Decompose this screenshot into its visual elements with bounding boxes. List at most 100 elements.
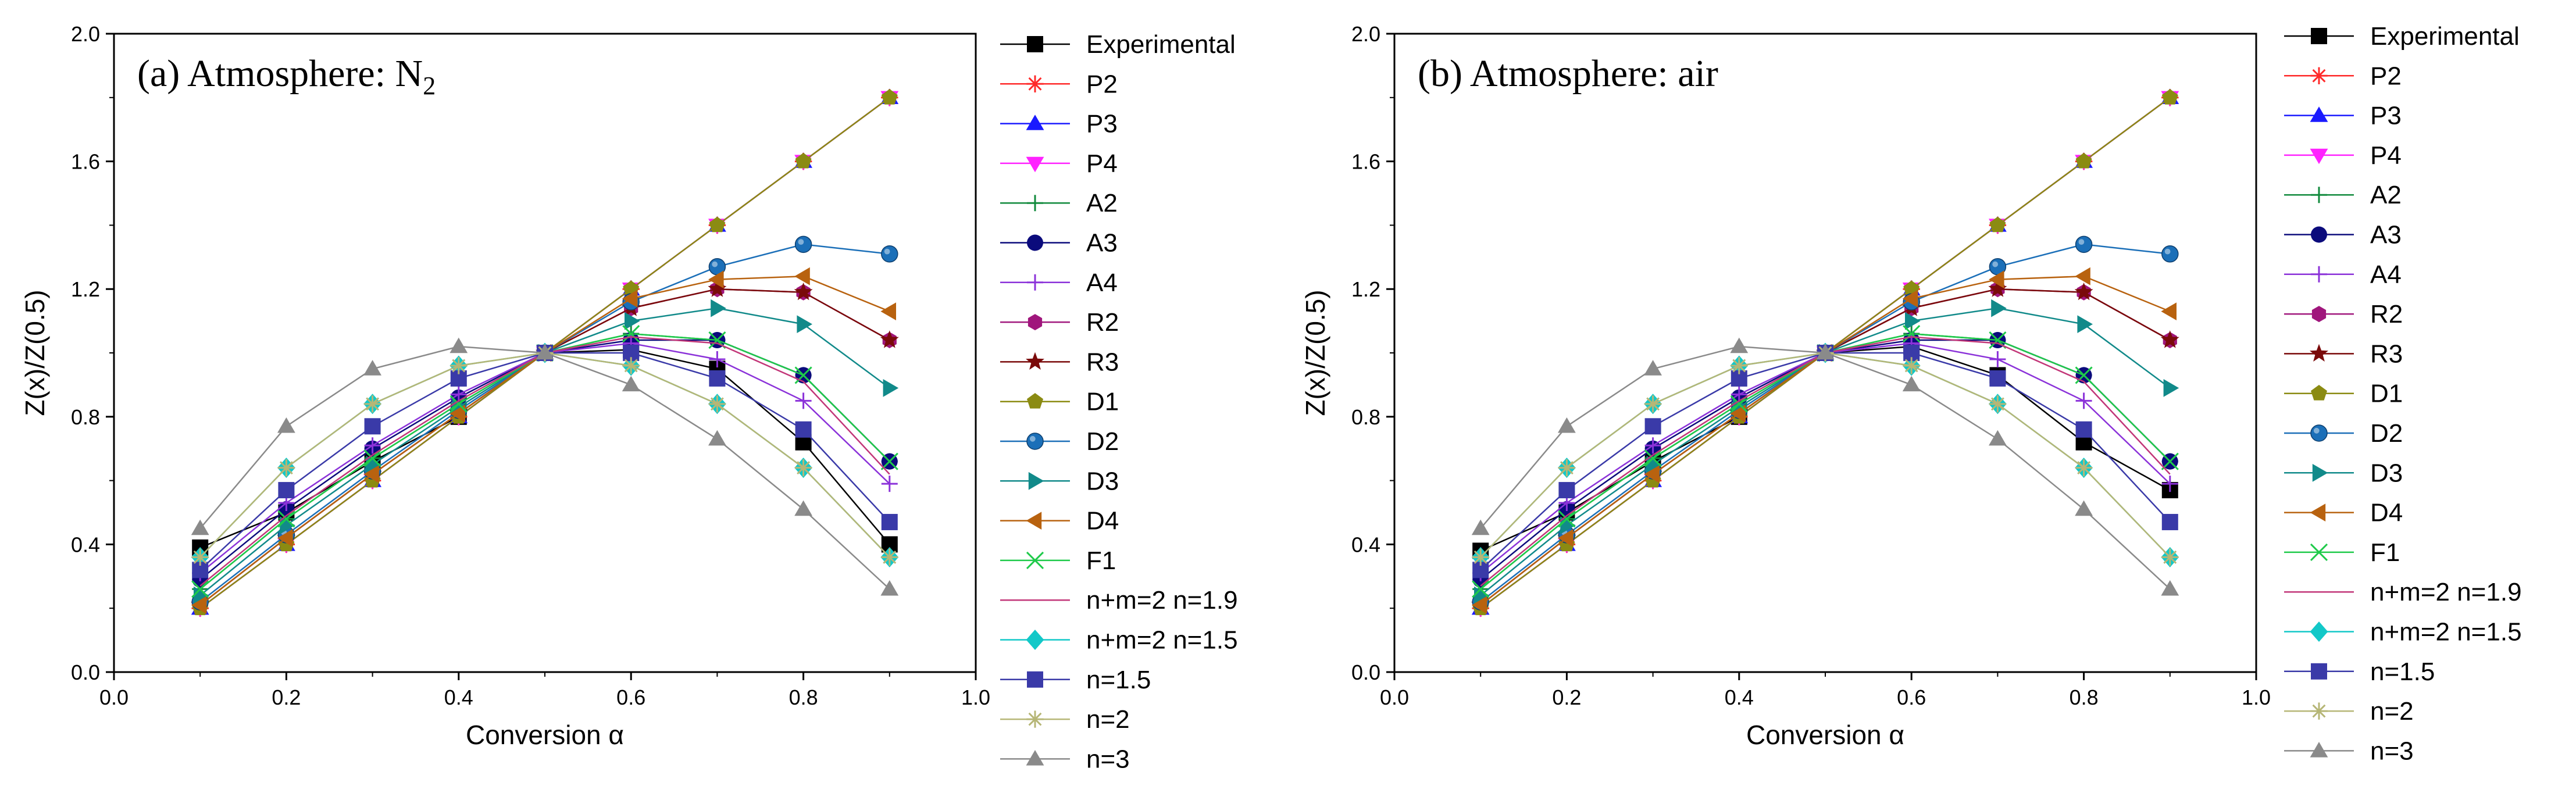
y-tick-label: 1.6 xyxy=(71,150,100,174)
x-axis-label: Conversion α xyxy=(466,720,624,750)
legend-label: n=1.5 xyxy=(2370,658,2435,686)
series-line xyxy=(1480,288,2171,606)
data-point xyxy=(1730,337,1749,353)
data-point xyxy=(708,270,724,289)
panel-title-subscript: 2 xyxy=(423,72,436,100)
legend-label: P2 xyxy=(2370,62,2402,90)
legend-entry-a4: A4 xyxy=(1000,269,1118,297)
legend-entry-f1: F1 xyxy=(2284,538,2400,567)
series-r3 xyxy=(191,279,899,613)
data-point xyxy=(1730,404,1746,423)
legend-label: A3 xyxy=(2370,221,2402,249)
data-point xyxy=(450,357,468,374)
legend-entry-n-m-2-n-1-9: n+m=2 n=1.9 xyxy=(1000,586,1238,615)
legend-entry-n-m-2-n-1-5: n+m=2 n=1.5 xyxy=(2284,618,2522,646)
series-a2 xyxy=(192,326,898,598)
data-point xyxy=(1558,459,1576,477)
series-line xyxy=(199,352,890,558)
legend-entry-n-m-2-n-1-5: n+m=2 n=1.5 xyxy=(1000,626,1238,655)
data-point xyxy=(2075,152,2092,169)
data-point xyxy=(709,370,726,387)
series-r2 xyxy=(193,281,897,613)
data-point xyxy=(708,395,726,413)
data-point xyxy=(277,417,295,433)
data-point xyxy=(797,315,812,333)
plot-area xyxy=(1471,88,2179,617)
legend-marker xyxy=(2310,543,2328,561)
legend-entry-r3: R3 xyxy=(2284,340,2403,368)
series-line xyxy=(1480,345,2171,552)
data-point xyxy=(1988,279,2007,297)
legend-entry-p4: P4 xyxy=(2284,141,2402,170)
legend-marker xyxy=(2310,702,2328,720)
legend-entry-n-2: n=2 xyxy=(2284,697,2414,726)
legend-entry-d4: D4 xyxy=(2284,499,2403,527)
data-point xyxy=(622,357,640,374)
data-point xyxy=(1558,510,1576,528)
legend-marker xyxy=(2310,742,2328,758)
legend-marker xyxy=(1027,274,1043,291)
series-n-1-5 xyxy=(192,345,898,578)
data-point xyxy=(1558,417,1576,433)
legend-label: P4 xyxy=(2370,141,2402,170)
data-point xyxy=(2075,392,2092,409)
y-tick-label: 0.0 xyxy=(71,660,100,684)
legend-entry-experimental: Experimental xyxy=(2284,22,2520,51)
legend-marker xyxy=(2310,344,2328,362)
data-point xyxy=(1902,290,1918,308)
y-axis-label: Z(x)/Z(0.5) xyxy=(1300,290,1330,416)
legend-entry-p2: P2 xyxy=(2284,62,2402,90)
x-tick-label: 0.0 xyxy=(1380,685,1409,709)
data-point xyxy=(2075,267,2090,285)
legend-label: D2 xyxy=(1086,427,1119,456)
data-point xyxy=(1644,395,1662,413)
data-point xyxy=(2161,548,2179,566)
data-point xyxy=(794,366,812,384)
series-d4 xyxy=(191,267,896,615)
legend-marker xyxy=(2311,187,2327,203)
series-line xyxy=(199,349,890,549)
data-point xyxy=(622,376,640,392)
data-point xyxy=(1472,580,1490,598)
legend-label: Experimental xyxy=(1086,30,1236,59)
series-line xyxy=(1480,336,2171,587)
y-tick-label: 0.4 xyxy=(1351,533,1380,556)
legend-marker xyxy=(2310,67,2328,84)
data-point xyxy=(277,510,295,528)
legend-entry-d2: D2 xyxy=(2284,419,2403,448)
x-tick-label: 0.6 xyxy=(1897,685,1926,709)
data-point xyxy=(881,476,898,492)
y-tick-label: 1.2 xyxy=(1351,277,1380,301)
data-point xyxy=(2075,421,2092,438)
data-point xyxy=(2163,379,2179,397)
data-point xyxy=(2075,500,2093,516)
data-point xyxy=(277,529,293,547)
legend-label: n=2 xyxy=(1086,705,1130,734)
data-point xyxy=(880,330,899,348)
data-point xyxy=(1989,351,2006,367)
legend-marker xyxy=(1026,115,1044,130)
legend-entry-r3: R3 xyxy=(1000,348,1119,376)
data-point xyxy=(1472,548,1489,566)
series-n-2 xyxy=(191,344,898,566)
legend-label: R2 xyxy=(2370,300,2403,328)
legend-entry-r2: R2 xyxy=(1000,308,1119,337)
legend-entry-a4: A4 xyxy=(2284,260,2402,289)
data-point xyxy=(2075,235,2093,253)
legend-marker xyxy=(1027,36,1043,52)
legend-entry-r2: R2 xyxy=(2284,300,2403,328)
data-point xyxy=(191,596,207,615)
data-point xyxy=(622,290,638,308)
legend-label: n=1.5 xyxy=(1086,666,1151,694)
legend-entry-n-1-5: n=1.5 xyxy=(2284,658,2435,686)
legend-entry-d1: D1 xyxy=(1000,388,1119,416)
data-point xyxy=(1731,386,1747,403)
legend-marker xyxy=(1026,75,1044,92)
data-point xyxy=(2160,330,2179,348)
legend-label: A4 xyxy=(2370,260,2402,289)
data-point xyxy=(364,437,381,454)
legend-marker xyxy=(2311,28,2327,44)
y-tick-label: 1.6 xyxy=(1351,150,1380,174)
data-point xyxy=(1989,370,2006,387)
